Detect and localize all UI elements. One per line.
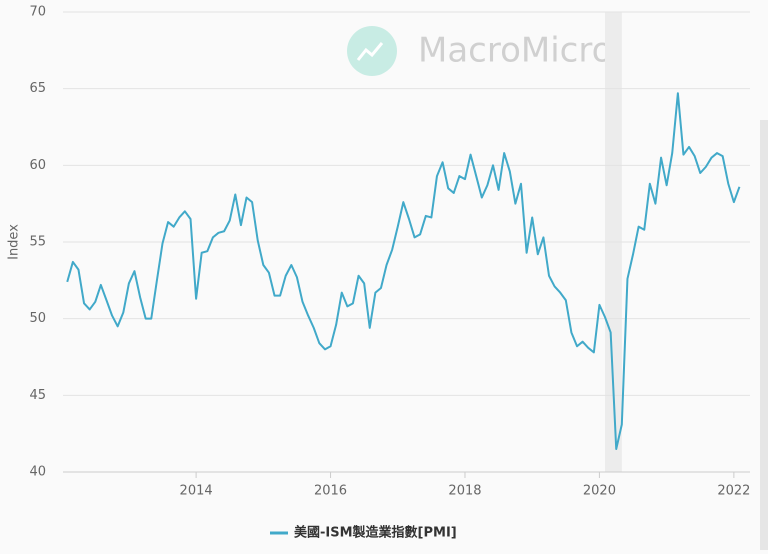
legend-label: 美國-ISM製造業指數[PMI] — [294, 525, 457, 541]
y-tick-label: 55 — [29, 235, 46, 250]
y-axis-label: Index — [7, 224, 22, 260]
line — [66, 92, 741, 450]
x-tick-label: 2018 — [448, 484, 481, 499]
x-tick-label: 2020 — [583, 484, 616, 499]
y-tick-label: 65 — [29, 81, 46, 96]
y-tick-label: 45 — [29, 388, 46, 403]
y-tick-label: 70 — [29, 5, 46, 20]
y-tick-label: 40 — [29, 465, 46, 480]
scrollbar[interactable] — [760, 120, 768, 550]
y-tick-label: 60 — [29, 158, 46, 173]
x-tick-label: 2014 — [180, 484, 213, 499]
watermark: MacroMicro — [418, 31, 612, 71]
watermark-logo — [347, 26, 397, 76]
y-tick-label: 50 — [29, 311, 46, 326]
x-tick-label: 2016 — [314, 484, 347, 499]
x-tick-label: 2022 — [717, 484, 750, 499]
